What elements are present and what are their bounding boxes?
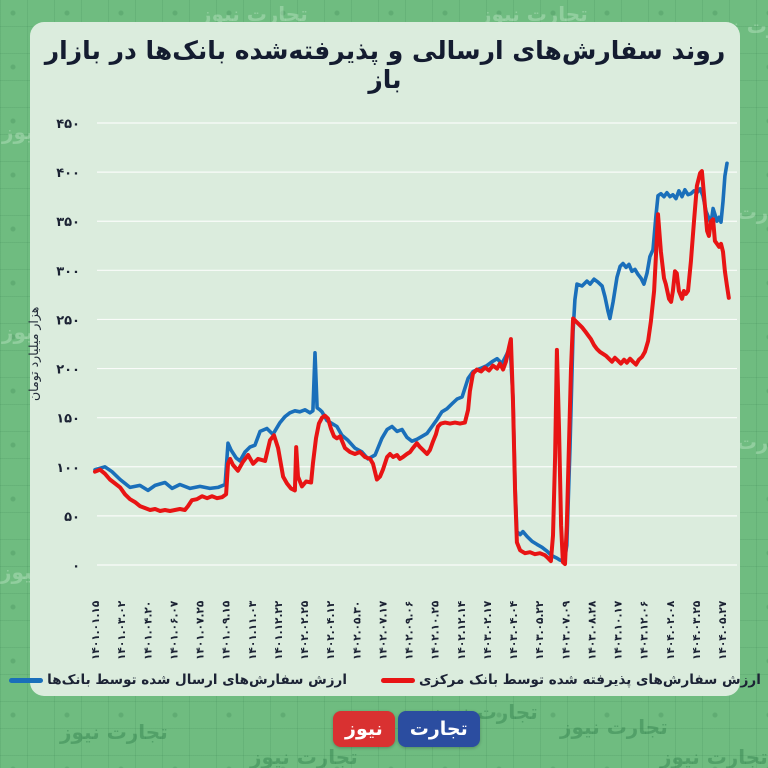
tejarat-news-logo: تجارت نیوز xyxy=(333,711,480,747)
chart-title: روند سفارش‌های ارسالی و پذیرفته‌شده بانک… xyxy=(44,36,726,94)
x-axis-tick-label: ۱۴۰۴.۰۲.۰۸ xyxy=(665,600,677,660)
x-axis-tick-label: ۱۴۰۳.۱۲.۰۶ xyxy=(639,601,651,660)
x-axis-tick-label: ۱۴۰۱.۰۳.۰۲ xyxy=(116,600,128,660)
x-axis-tick-label: ۱۴۰۱.۰۹.۱۵ xyxy=(221,600,233,660)
y-axis-tick-label: ۲۰۰ xyxy=(56,363,80,378)
y-axis-tick-label: ۴۰۰ xyxy=(56,166,80,181)
y-axis-tick-label: ۱۰۰ xyxy=(56,461,80,476)
y-axis-tick-label: ۰ xyxy=(72,559,80,574)
accepted-orders-line xyxy=(93,169,731,566)
x-axis-tick-label: ۱۴۰۱.۰۴.۲۰ xyxy=(142,601,154,660)
red-line-marker-icon xyxy=(380,677,415,683)
x-axis-tick-label: ۱۴۰۲.۰۴.۱۲ xyxy=(325,600,337,660)
x-axis-tick-label: ۱۴۰۲.۱۲.۱۴ xyxy=(456,600,468,660)
logo-news-badge: نیوز xyxy=(333,711,395,747)
x-axis-tick-label: ۱۴۰۲.۱۰.۲۵ xyxy=(430,600,442,660)
chart-legend: ارزش سفارش‌های پذیرفته شده توسط بانک مرک… xyxy=(9,672,761,688)
x-axis-tick-label: ۱۴۰۴.۰۵.۲۷ xyxy=(717,600,729,660)
legend-item-accepted: ارزش سفارش‌های پذیرفته شده توسط بانک مرک… xyxy=(380,672,761,688)
chart-panel: روند سفارش‌های ارسالی و پذیرفته‌شده بانک… xyxy=(9,22,761,696)
y-axis-tick-label: ۵۰ xyxy=(64,510,80,525)
x-axis-tick-label: ۱۴۰۲.۰۹.۰۶ xyxy=(404,601,416,660)
y-axis-tick-label: ۳۰۰ xyxy=(56,264,80,279)
y-axis-tick-label: ۳۵۰ xyxy=(56,215,80,230)
y-axis-tick-label: ۲۵۰ xyxy=(56,313,80,328)
logo-tejarat-badge: تجارت xyxy=(397,711,480,747)
x-axis-tick-label: ۱۴۰۱.۱۱.۰۳ xyxy=(247,600,259,660)
x-axis-tick-label: ۱۴۰۳.۰۵.۲۲ xyxy=(534,600,546,660)
x-axis-tick-label: ۱۴۰۳.۰۴.۰۴ xyxy=(508,600,520,660)
y-axis-tick-label: ۴۵۰ xyxy=(56,117,80,132)
blue-line-marker-icon xyxy=(9,677,44,683)
x-axis-tick-label: ۱۴۰۳.۱۰.۱۷ xyxy=(613,600,625,660)
legend-item-sent: ارزش سفارش‌های ارسال شده توسط بانک‌ها xyxy=(9,672,347,688)
x-axis-tick-label: ۱۴۰۴.۰۳.۲۵ xyxy=(691,600,703,660)
x-axis-tick-label: ۱۴۰۳.۰۸.۲۸ xyxy=(586,600,598,660)
x-axis-tick-label: ۱۴۰۱.۱۲.۲۲ xyxy=(273,600,285,660)
x-axis-tick-label: ۱۴۰۱.۰۱.۱۵ xyxy=(90,600,102,660)
y-axis-title: هزار میلیارد تومان xyxy=(26,307,42,401)
x-axis-tick-label: ۱۴۰۲.۰۷.۱۷ xyxy=(377,600,389,660)
x-axis-tick-label: ۱۴۰۱.۰۶.۰۷ xyxy=(168,600,180,660)
legend-label-accepted: ارزش سفارش‌های پذیرفته شده توسط بانک مرک… xyxy=(418,672,761,688)
x-axis-tick-label: ۱۴۰۳.۰۲.۱۷ xyxy=(482,600,494,660)
x-axis-tick-label: ۱۴۰۱.۰۷.۲۵ xyxy=(195,600,207,660)
legend-label-sent: ارزش سفارش‌های ارسال شده توسط بانک‌ها xyxy=(47,672,347,688)
y-axis-tick-label: ۱۵۰ xyxy=(56,412,80,427)
x-axis-tick-label: ۱۴۰۲.۰۵.۳۰ xyxy=(351,601,363,660)
x-axis-tick-label: ۱۴۰۲.۰۲.۲۵ xyxy=(299,600,311,660)
x-axis-tick-label: ۱۴۰۳.۰۷.۰۹ xyxy=(560,600,572,660)
